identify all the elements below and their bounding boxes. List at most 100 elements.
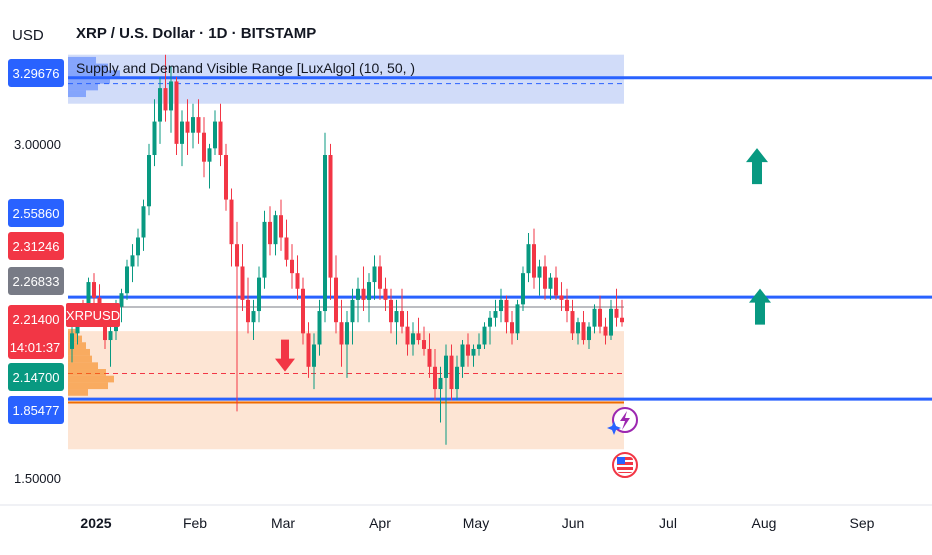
candle[interactable] [279,199,283,251]
candle[interactable] [70,322,74,363]
candle[interactable] [449,344,454,401]
candle[interactable] [614,288,619,327]
candle[interactable] [383,277,388,312]
candle[interactable] [620,299,624,327]
candle[interactable] [587,322,591,349]
candle[interactable] [581,311,586,345]
candle[interactable] [378,255,382,300]
candle[interactable] [510,311,514,345]
candle[interactable] [427,333,432,378]
candle[interactable] [477,333,481,356]
candle[interactable] [504,295,509,334]
candle[interactable] [301,277,305,345]
candle[interactable] [328,143,333,300]
candle[interactable] [422,326,426,356]
candle[interactable] [394,299,399,345]
candle[interactable] [537,259,542,296]
candle[interactable] [372,255,377,300]
candle[interactable] [136,228,140,267]
candle[interactable] [163,54,168,122]
candle[interactable] [147,143,151,216]
candle[interactable] [444,344,448,445]
candle[interactable] [455,355,459,401]
candle[interactable] [235,221,239,412]
candle[interactable] [488,311,492,345]
candle[interactable] [471,344,476,367]
candle[interactable] [207,143,212,189]
candle[interactable] [218,103,223,167]
candle[interactable] [350,288,355,345]
candle[interactable] [262,210,267,289]
candle[interactable] [174,76,179,156]
candle[interactable] [257,266,261,323]
candle[interactable] [609,299,613,341]
candle[interactable] [361,266,366,312]
candle[interactable] [526,233,531,283]
candle[interactable] [493,299,498,327]
candle[interactable] [185,99,190,156]
candle[interactable] [312,333,316,390]
candle[interactable] [389,288,393,334]
candle[interactable] [460,340,465,378]
candle[interactable] [356,277,360,323]
candle[interactable] [466,333,470,367]
candle[interactable] [334,255,338,334]
candle[interactable] [295,255,300,300]
currency-label[interactable]: USD [12,27,44,44]
candle[interactable] [180,110,184,167]
candle[interactable] [108,322,113,367]
candle[interactable] [240,244,245,312]
candle[interactable] [367,273,371,323]
candle[interactable] [323,132,327,323]
candle[interactable] [130,244,135,283]
candle[interactable] [246,277,250,334]
candle[interactable] [548,273,553,300]
candle[interactable] [603,317,608,345]
candle[interactable] [119,288,124,323]
candle[interactable] [416,317,421,345]
candle[interactable] [284,219,289,267]
candle[interactable] [92,273,96,305]
candle[interactable] [224,143,228,211]
candle[interactable] [559,282,564,312]
candle[interactable] [565,288,569,323]
candle[interactable] [554,266,558,300]
candle[interactable] [191,103,195,149]
candle[interactable] [400,288,404,334]
candle[interactable] [339,299,344,367]
candle[interactable] [405,311,410,356]
candle[interactable] [213,110,217,156]
candle[interactable] [317,299,322,356]
candle[interactable] [158,76,162,144]
candle[interactable] [169,65,173,133]
candle[interactable] [482,322,487,349]
candle[interactable] [598,295,602,334]
candle[interactable] [268,206,272,256]
candle[interactable] [152,99,157,167]
candle[interactable] [515,299,520,341]
candle[interactable] [411,322,415,356]
candle[interactable] [499,288,503,323]
candle[interactable] [251,299,256,341]
candle[interactable] [202,117,206,178]
candle[interactable] [521,266,525,312]
lightning-event-icon[interactable] [607,407,638,435]
candle[interactable] [532,228,536,289]
candle[interactable] [290,244,294,289]
candle[interactable] [306,322,311,378]
candle[interactable] [543,255,547,300]
candle[interactable] [592,304,597,334]
us-flag-event-icon[interactable] [612,452,638,478]
candle[interactable] [141,199,146,251]
candle[interactable] [229,188,234,267]
candle[interactable] [196,99,201,144]
candle[interactable] [438,366,443,423]
candle[interactable] [125,259,129,300]
candle[interactable] [570,299,575,341]
candle[interactable] [576,317,580,345]
candle[interactable] [273,210,278,256]
candle[interactable] [433,348,437,401]
candle[interactable] [345,311,349,378]
indicator-label[interactable]: Supply and Demand Visible Range [LuxAlgo… [76,60,415,76]
